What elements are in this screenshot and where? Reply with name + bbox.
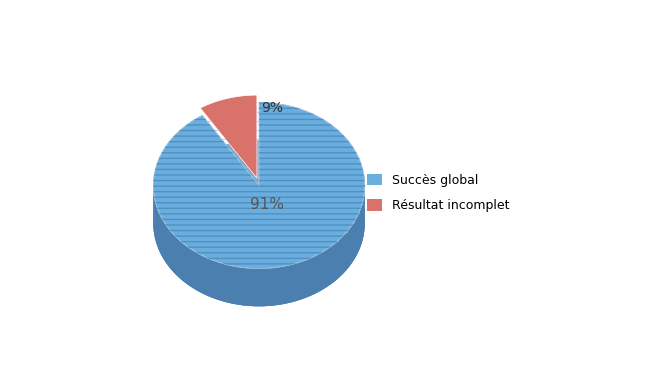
Text: 91%: 91% bbox=[250, 197, 284, 212]
Polygon shape bbox=[153, 185, 365, 306]
Polygon shape bbox=[200, 95, 257, 178]
Ellipse shape bbox=[153, 140, 365, 306]
Legend: Succès global, Résultat incomplet: Succès global, Résultat incomplet bbox=[367, 174, 509, 212]
Polygon shape bbox=[153, 185, 365, 306]
Polygon shape bbox=[153, 102, 365, 269]
Text: 9%: 9% bbox=[261, 101, 283, 115]
